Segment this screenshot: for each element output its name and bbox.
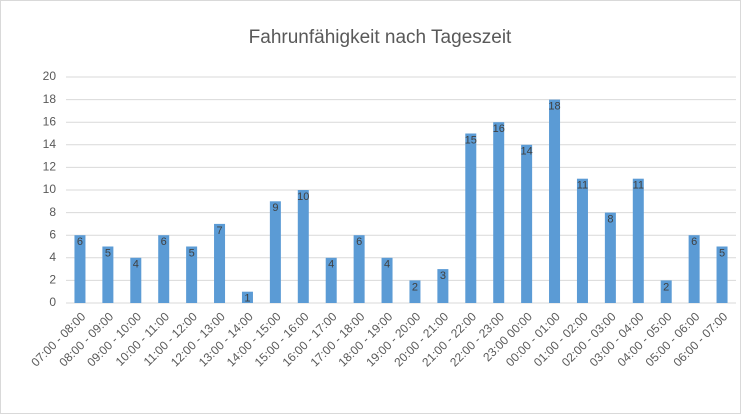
bar (214, 223, 226, 303)
bar (716, 246, 728, 303)
data-label: 3 (440, 270, 446, 282)
data-label: 5 (719, 247, 725, 259)
data-label: 7 (216, 225, 222, 237)
bar (297, 190, 309, 303)
bar (437, 269, 449, 303)
y-tick-label: 18 (43, 92, 57, 106)
bar (521, 144, 533, 303)
bar (381, 257, 393, 303)
data-label: 2 (663, 281, 669, 293)
y-tick-label: 12 (43, 160, 57, 174)
y-tick-label: 20 (43, 69, 57, 83)
bar (325, 257, 337, 303)
data-label: 6 (356, 236, 362, 248)
data-label: 11 (633, 180, 644, 192)
y-tick-label: 16 (43, 114, 57, 128)
bar (158, 235, 170, 303)
bar (688, 235, 700, 303)
data-label: 4 (328, 259, 334, 271)
y-tick-label: 4 (49, 250, 56, 264)
bar (549, 99, 561, 303)
data-label: 2 (412, 281, 418, 293)
y-tick-label: 6 (49, 227, 56, 241)
bar (130, 257, 142, 303)
bar (186, 246, 198, 303)
data-label: 10 (297, 191, 309, 203)
y-tick-label: 8 (49, 205, 56, 219)
bar (493, 122, 505, 303)
y-tick-label: 14 (43, 137, 57, 151)
data-label: 18 (548, 101, 560, 113)
chart-title: Fahrunfähigkeit nach Tageszeit (249, 27, 512, 48)
bar (74, 235, 86, 303)
data-label: 8 (607, 214, 613, 226)
data-label: 5 (189, 247, 195, 259)
bar (576, 178, 588, 303)
data-label: 4 (133, 259, 139, 271)
data-label: 11 (577, 180, 588, 192)
bar (409, 280, 421, 303)
y-tick-label: 0 (49, 295, 56, 309)
bar (102, 246, 114, 303)
data-label: 5 (105, 247, 111, 259)
data-label: 1 (244, 293, 250, 305)
bar (465, 133, 477, 303)
data-label: 14 (521, 146, 533, 158)
bar (241, 291, 253, 303)
y-tick-label: 2 (49, 273, 56, 287)
data-label: 16 (493, 123, 505, 135)
data-label: 9 (272, 202, 278, 214)
y-tick-label: 10 (43, 182, 57, 196)
data-label: 15 (465, 134, 477, 146)
bar (269, 201, 281, 303)
bar (604, 212, 616, 303)
bar (632, 178, 644, 303)
bar (353, 235, 365, 303)
data-label: 6 (691, 236, 697, 248)
data-label: 4 (384, 259, 390, 271)
bar (660, 280, 672, 303)
data-label: 6 (161, 236, 167, 248)
data-label: 6 (77, 236, 83, 248)
